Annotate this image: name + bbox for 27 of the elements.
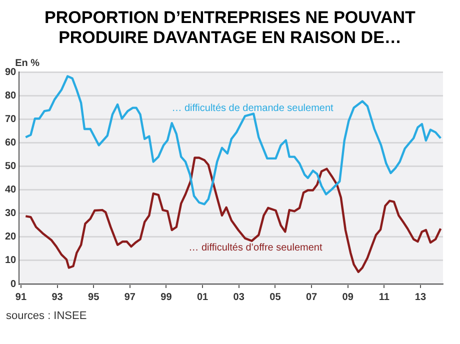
x-tick-label: 09 <box>342 292 354 303</box>
x-tick-label: 11 <box>378 292 390 303</box>
y-tick-label: 70 <box>5 114 17 125</box>
y-tick-label: 20 <box>5 232 17 243</box>
x-tick-label: 13 <box>414 292 426 303</box>
x-tick-label: 93 <box>52 292 64 303</box>
y-tick-label: 30 <box>5 208 17 220</box>
x-tick-label: 07 <box>306 292 318 303</box>
y-tick-label: 90 <box>5 66 17 78</box>
y-tick-label: 0 <box>10 278 17 290</box>
x-tick-label: 03 <box>233 292 245 303</box>
x-tick-label: 05 <box>270 292 282 303</box>
source-note: sources : INSEE <box>6 310 88 322</box>
y-tick-label: 50 <box>5 160 17 172</box>
x-tick-label: 91 <box>15 292 27 303</box>
series-label: … difficultés d’offre seulement <box>188 242 322 254</box>
x-tick-label: 99 <box>160 292 172 303</box>
x-tick-label: 97 <box>124 292 136 303</box>
series-label: … difficultés de demande seulement <box>172 102 334 114</box>
y-tick-label: 40 <box>5 184 17 196</box>
y-axis-title: En % <box>15 58 40 69</box>
y-tick-label: 10 <box>5 255 17 266</box>
y-tick-label: 80 <box>5 90 17 102</box>
chart-title: PROPORTION D’ENTREPRISES NE POUVANT PRODUIRE DAVANTAGE EN RAISON DE… <box>44 8 416 48</box>
x-tick-label: 95 <box>88 292 100 303</box>
y-tick-label: 60 <box>5 137 17 148</box>
x-tick-label: 01 <box>196 292 209 303</box>
